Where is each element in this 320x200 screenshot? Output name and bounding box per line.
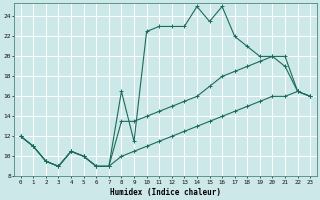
- X-axis label: Humidex (Indice chaleur): Humidex (Indice chaleur): [110, 188, 221, 197]
